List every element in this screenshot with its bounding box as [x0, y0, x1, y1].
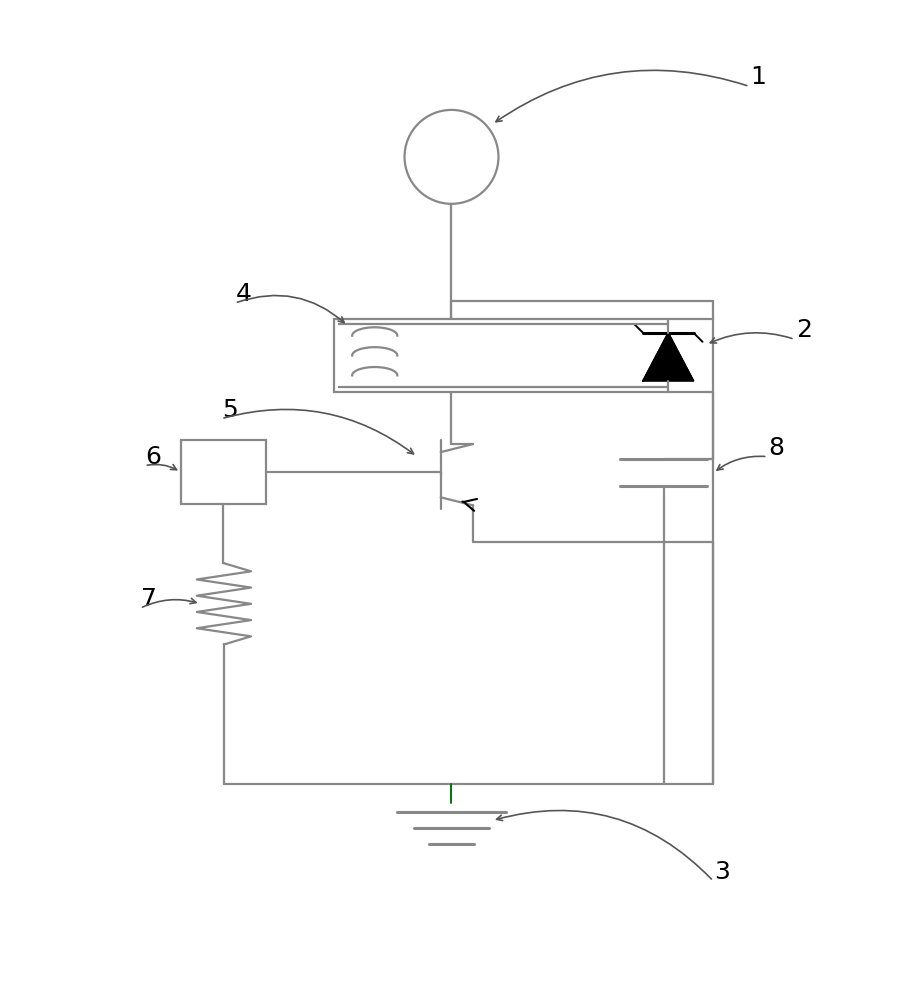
- Text: 6: 6: [145, 445, 161, 469]
- Text: 5: 5: [222, 398, 238, 422]
- Bar: [180, 440, 266, 504]
- Text: 3: 3: [713, 860, 730, 884]
- Text: 2: 2: [795, 318, 811, 342]
- Text: 4: 4: [235, 282, 252, 306]
- Text: 8: 8: [768, 436, 784, 460]
- Polygon shape: [642, 333, 693, 381]
- Bar: [334, 319, 713, 392]
- Text: 7: 7: [141, 587, 157, 611]
- Text: 1: 1: [750, 65, 766, 89]
